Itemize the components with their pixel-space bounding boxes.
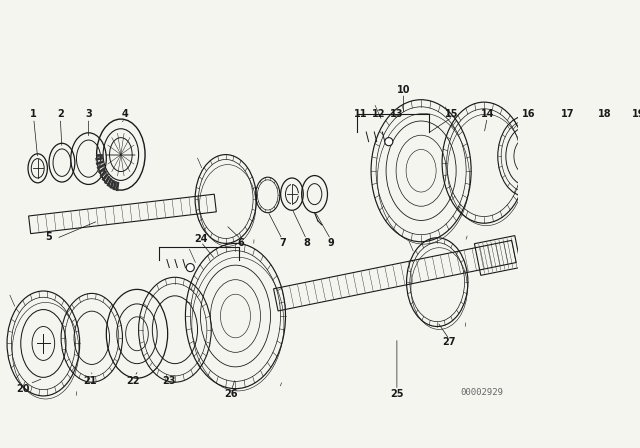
- Text: 13: 13: [390, 109, 404, 119]
- Text: 20: 20: [17, 383, 30, 394]
- Text: 6: 6: [237, 238, 244, 248]
- Text: 7: 7: [279, 238, 285, 248]
- Text: 17: 17: [561, 109, 575, 119]
- Text: 12: 12: [372, 109, 385, 119]
- Text: 15: 15: [445, 109, 458, 119]
- Text: 10: 10: [397, 85, 410, 95]
- Text: 22: 22: [126, 375, 140, 386]
- Text: 5: 5: [45, 232, 52, 242]
- Text: 27: 27: [443, 337, 456, 347]
- Text: 25: 25: [390, 389, 404, 399]
- Circle shape: [385, 138, 393, 146]
- Text: 2: 2: [57, 109, 64, 119]
- Text: 24: 24: [194, 233, 207, 244]
- Circle shape: [186, 263, 195, 271]
- Text: 16: 16: [522, 109, 535, 119]
- Text: 8: 8: [303, 238, 310, 248]
- Text: 21: 21: [83, 375, 97, 386]
- Text: 18: 18: [598, 109, 612, 119]
- Text: 19: 19: [632, 109, 640, 119]
- Text: 23: 23: [163, 375, 176, 386]
- Text: 4: 4: [122, 109, 128, 119]
- Text: 00002929: 00002929: [460, 388, 503, 397]
- Text: 11: 11: [354, 109, 367, 119]
- Text: 9: 9: [327, 238, 334, 248]
- Text: 14: 14: [481, 109, 494, 119]
- Text: 3: 3: [85, 109, 92, 119]
- Text: 26: 26: [225, 389, 238, 399]
- Text: 1: 1: [30, 109, 37, 119]
